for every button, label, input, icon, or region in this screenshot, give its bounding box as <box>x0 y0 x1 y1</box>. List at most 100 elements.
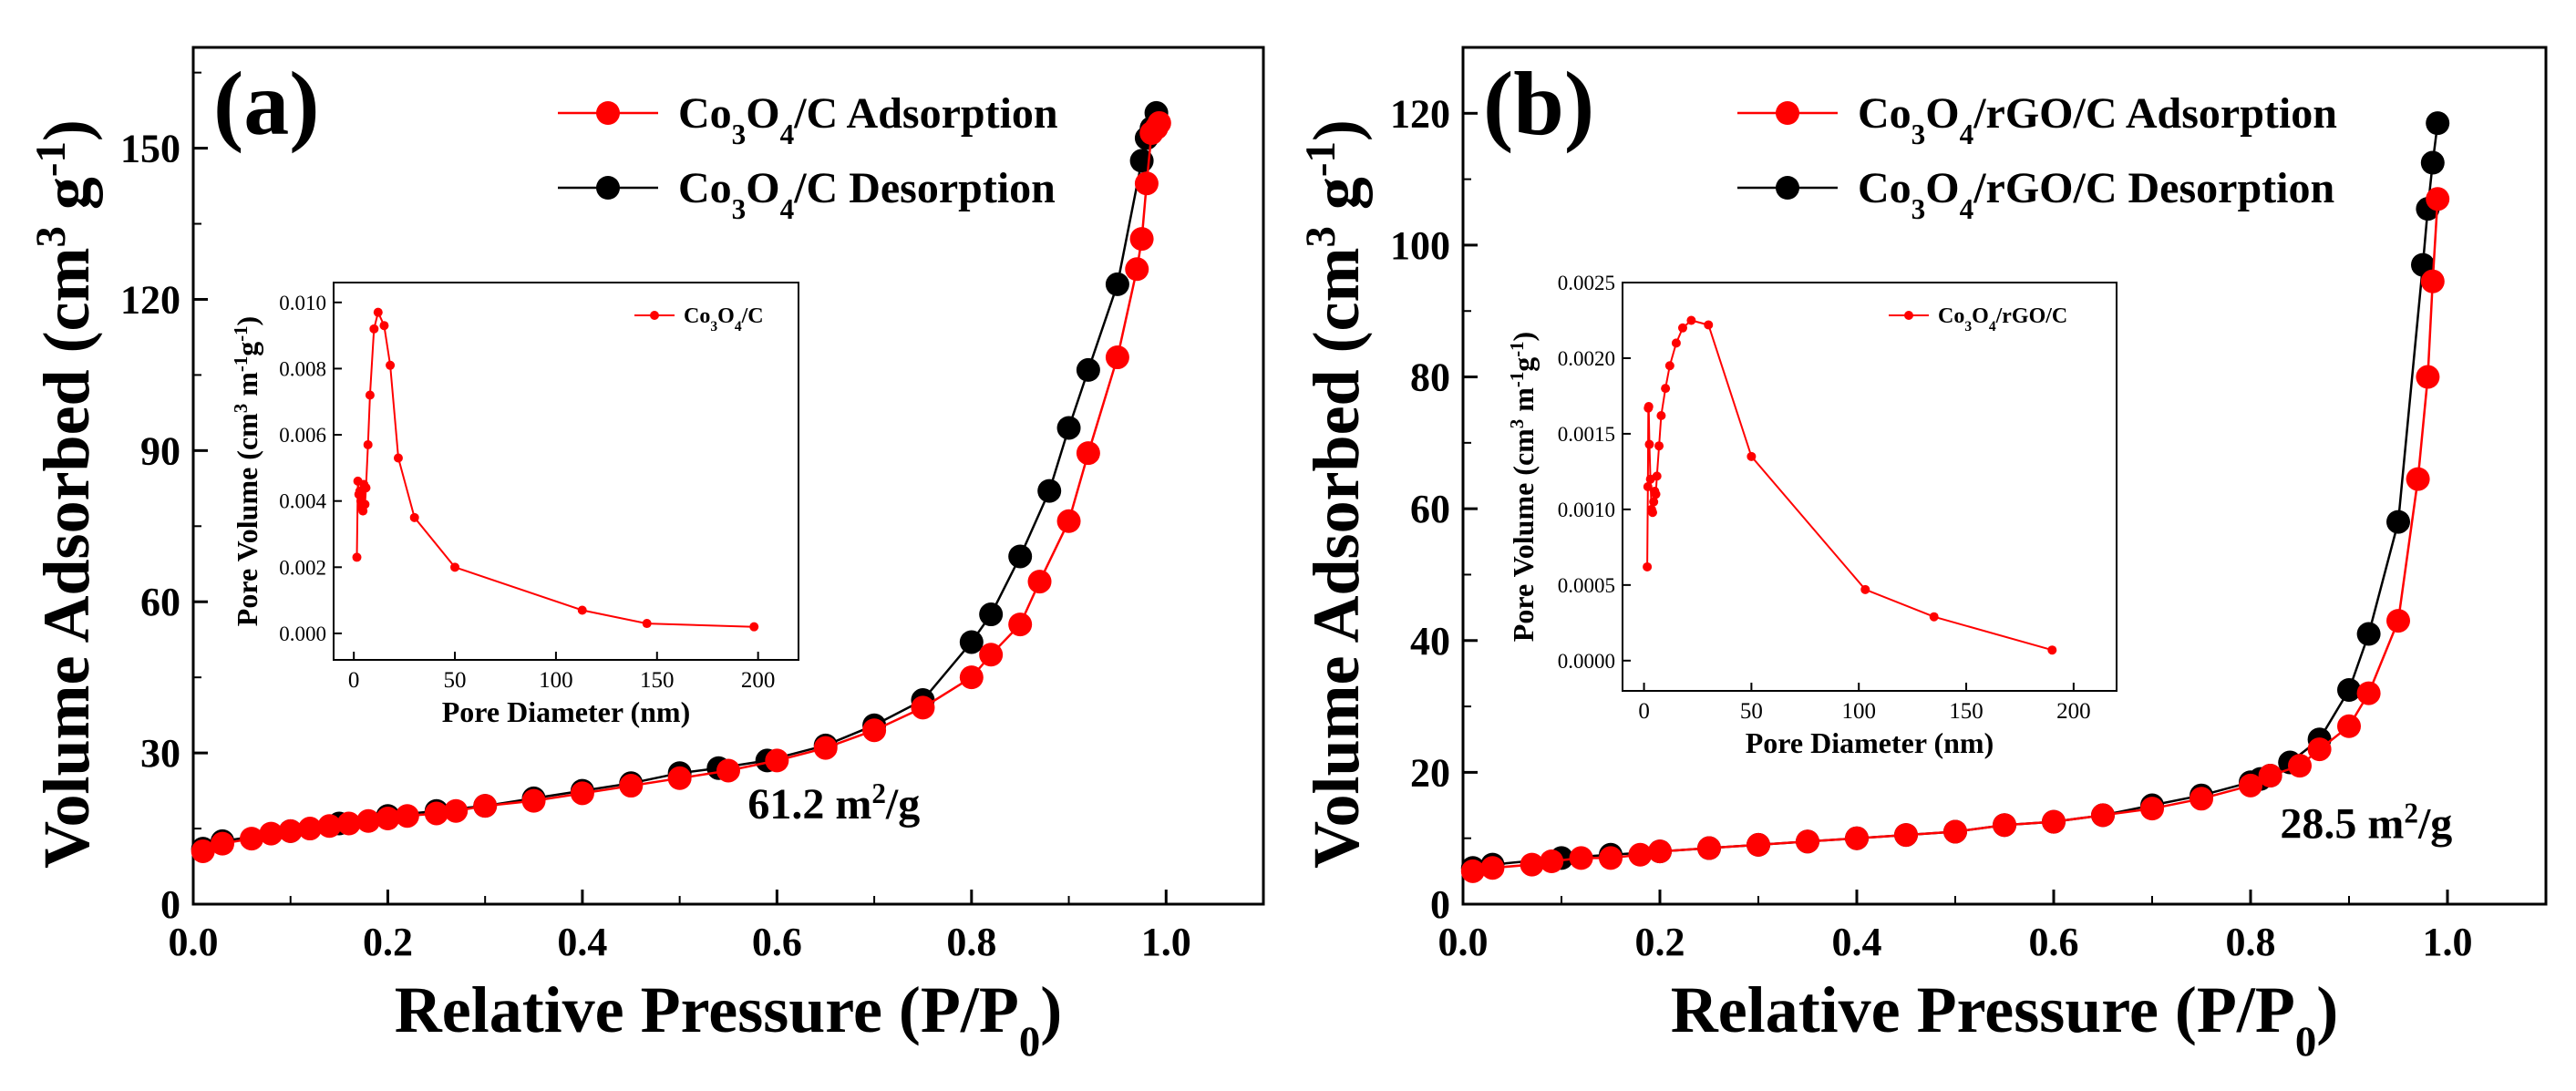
data-point <box>1520 852 1544 877</box>
inset-x-tick-label: 50 <box>1740 699 1763 724</box>
legend-marker <box>1776 176 1799 200</box>
data-point <box>2307 737 2332 762</box>
inset-data-point <box>1644 439 1654 449</box>
inset-data-point <box>369 324 379 334</box>
data-point <box>2091 803 2115 828</box>
inset-y-tick-label: 0.0000 <box>1558 650 1615 673</box>
y-tick-label: 120 <box>1390 91 1450 136</box>
inset-data-point <box>1671 338 1681 348</box>
inset-data-point <box>1686 315 1696 325</box>
data-point <box>813 736 838 760</box>
inset-data-point <box>386 360 396 370</box>
inset-x-tick-label: 50 <box>444 668 467 693</box>
legend-marker <box>596 176 620 200</box>
y-tick-label: 30 <box>140 731 180 776</box>
data-point <box>959 630 984 654</box>
legend-entry: Co3O4/rGO/C Adsorption <box>1858 89 2337 150</box>
inset-legend-marker <box>650 311 659 320</box>
data-point <box>979 643 1004 667</box>
data-point <box>317 814 342 839</box>
inset-data-point <box>1654 441 1664 451</box>
inset-x-tick-label: 100 <box>1841 699 1876 724</box>
inset-x-axis-label: Pore Diameter (nm) <box>442 695 690 728</box>
inset-x-tick-label: 100 <box>539 668 573 693</box>
inset-data-point <box>1656 411 1666 421</box>
plot-frame <box>191 46 1265 906</box>
data-point <box>2426 111 2450 136</box>
surface-area-annotation: 28.5 m2/g <box>2280 797 2452 849</box>
data-point <box>424 801 448 826</box>
legend-marker <box>596 101 620 125</box>
y-axis-label: Volume Adsorbed (cm3 g-1) <box>1297 119 1373 869</box>
inset-y-tick-label: 0.000 <box>279 623 326 645</box>
data-point <box>2416 365 2440 389</box>
data-point <box>1845 826 1869 850</box>
x-tick-label: 0.6 <box>752 920 802 964</box>
data-point <box>1648 839 1672 864</box>
inset-x-tick-label: 0 <box>1638 699 1650 724</box>
inset-data-point <box>1649 497 1659 507</box>
y-tick-label: 0 <box>1430 882 1450 927</box>
x-tick-label: 0.6 <box>2029 920 2079 964</box>
data-point <box>570 781 594 806</box>
panel-b: 0.0 0.2 0.4 0.6 0.8 1.0 0 20 40 60 80 100 120 Relativ… <box>1297 46 2548 1065</box>
inset-data-point <box>577 605 587 615</box>
y-tick-label: 80 <box>1410 355 1450 400</box>
inset-chart: 0 50 100 150 200 0.000 0.002 0.004 0.006 0.008 0.0… <box>231 282 799 728</box>
inset-y-tick-label: 0.0020 <box>1558 347 1615 370</box>
data-point <box>2420 150 2445 175</box>
inset-x-tick-label: 150 <box>1949 699 1984 724</box>
data-point <box>473 794 498 818</box>
inset-data-point <box>642 619 652 629</box>
legend-entry: Co3O4/rGO/C Desorption <box>1858 164 2334 225</box>
y-tick-label: 150 <box>120 127 180 171</box>
inset-y-tick-label: 0.0025 <box>1558 272 1615 294</box>
data-point <box>259 821 283 846</box>
data-point <box>1747 832 1770 857</box>
plot-frame <box>1461 46 2548 906</box>
inset-data-point <box>1677 323 1687 333</box>
inset-data-point <box>363 439 373 449</box>
inset-y-tick-label: 0.0005 <box>1558 574 1615 597</box>
inset-data-point <box>1860 584 1870 594</box>
x-tick-label: 0.4 <box>557 920 607 964</box>
data-point <box>240 827 264 851</box>
adsorption-series <box>1460 187 2450 883</box>
data-point <box>1129 227 1154 252</box>
data-point <box>1796 829 1819 854</box>
adsorption-series <box>191 110 1171 863</box>
legend-marker <box>1776 101 1799 125</box>
data-point <box>278 818 303 843</box>
inset-data-point <box>365 390 375 400</box>
inset-x-axis-label: Pore Diameter (nm) <box>1746 726 1994 759</box>
data-point <box>1105 272 1129 296</box>
data-point <box>336 811 361 836</box>
data-point <box>2356 622 2381 646</box>
x-tick-label: 1.0 <box>1141 920 1191 964</box>
data-point <box>1056 509 1081 533</box>
data-point <box>376 807 400 830</box>
data-point <box>1993 813 2016 838</box>
inset-legend-entry: Co3O4/rGO/C <box>1938 304 2067 335</box>
data-point <box>2420 269 2445 293</box>
x-axis-label: Relative Pressure (P/P0) <box>1671 973 2339 1065</box>
data-point <box>1894 823 1918 848</box>
y-tick-label: 60 <box>1410 487 1450 531</box>
data-point <box>1134 171 1159 196</box>
inset-x-tick-label: 200 <box>2056 699 2091 724</box>
inset-legend-entry: Co3O4/C <box>684 304 764 335</box>
inset-y-tick-label: 0.002 <box>279 556 326 579</box>
inset-data-point <box>1661 384 1671 394</box>
data-point <box>619 774 644 798</box>
data-point <box>1008 544 1033 569</box>
data-point <box>2406 467 2430 491</box>
inset-y-axis-label: Pore Volume (cm3 m-1g-1) <box>1507 332 1540 642</box>
inset-data-point <box>2047 645 2057 655</box>
x-tick-label: 0.4 <box>1832 920 1882 964</box>
legend: Co3O4/rGO/C Adsorption Co3O4/rGO/C Desorp… <box>1737 89 2337 225</box>
inset-data-point <box>409 512 419 522</box>
data-point <box>2426 187 2450 211</box>
data-point <box>667 766 692 790</box>
inset-data-point <box>1643 561 1653 571</box>
inset-data-point <box>393 453 403 463</box>
